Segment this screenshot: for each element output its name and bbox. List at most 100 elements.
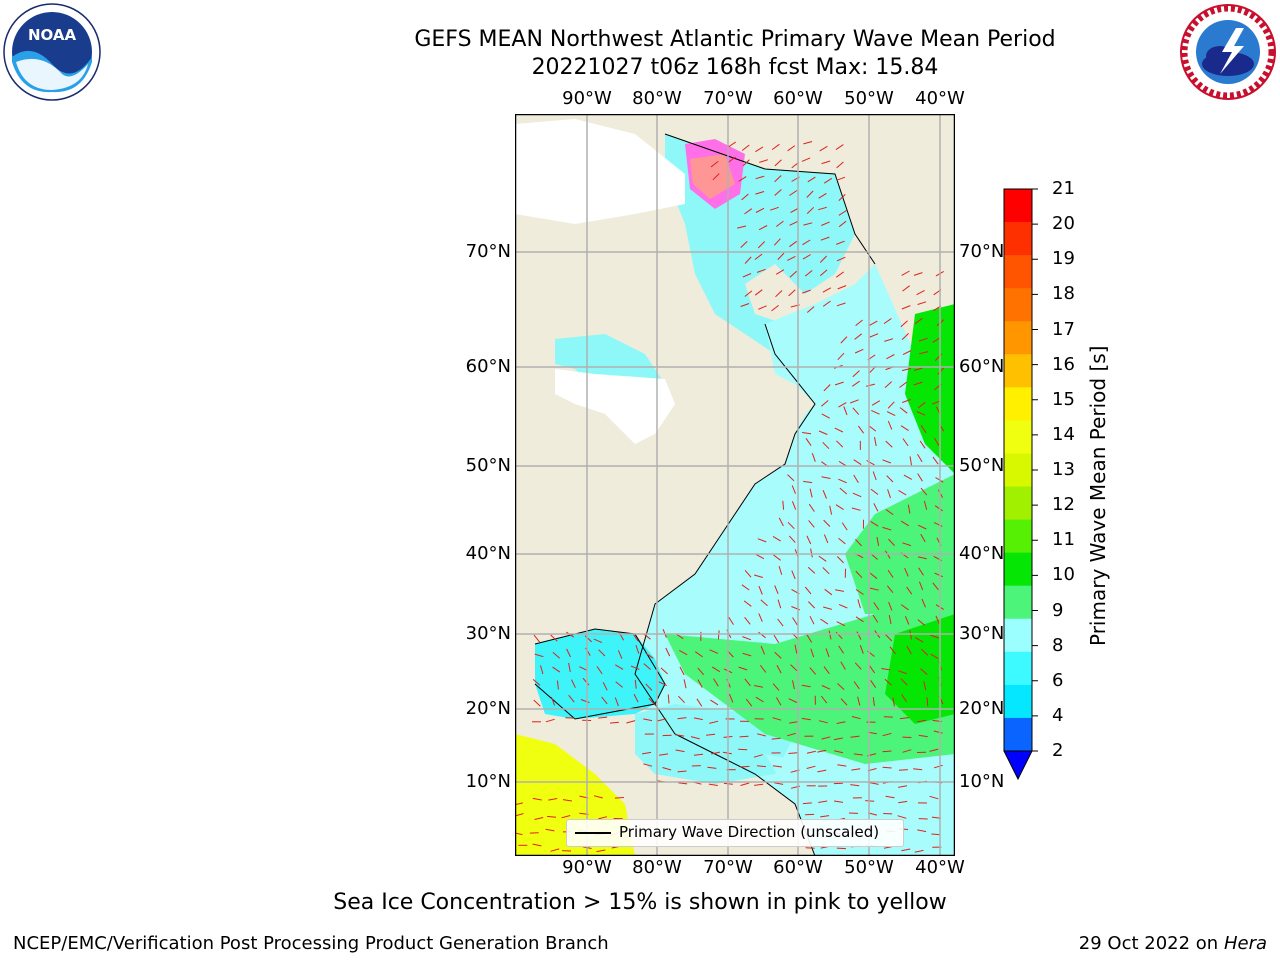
wave-arrow (745, 698, 753, 707)
wave-arrow (818, 800, 828, 803)
lon-label-bottom: 70°W (703, 857, 753, 878)
wave-arrow (836, 240, 845, 245)
wave-arrow (838, 603, 848, 609)
legend-line-swatch (575, 832, 611, 834)
wave-arrow (821, 685, 831, 690)
wave-arrow (515, 813, 524, 817)
wave-arrow (804, 586, 812, 595)
wave-arrow (885, 509, 894, 516)
colorbar-segment (1004, 651, 1032, 686)
wave-arrow (744, 208, 753, 215)
land-white-arctic (515, 119, 685, 224)
wave-arrow (834, 750, 844, 754)
wave-arrow (869, 333, 879, 338)
wave-arrow (837, 683, 845, 690)
lon-label-bottom: 40°W (915, 857, 965, 878)
wave-arrow (882, 732, 892, 737)
lat-label-right: 50°N (959, 455, 1005, 476)
wave-arrow (753, 754, 763, 758)
wave-arrow (532, 843, 542, 847)
wave-arrow (902, 399, 911, 403)
wave-arrow (773, 238, 781, 246)
wave-arrow (740, 765, 750, 768)
wave-arrow (778, 565, 783, 575)
colorbar-segment (1004, 420, 1032, 454)
wave-arrow (916, 411, 926, 416)
wave-arrow (709, 720, 719, 724)
wave-arrow (774, 159, 782, 167)
wave-arrow (900, 604, 909, 611)
wave-arrow (884, 381, 893, 388)
wave-arrow (920, 668, 928, 675)
wave-arrow (873, 503, 879, 512)
wave-arrow (805, 438, 812, 446)
wave-arrow (708, 783, 718, 786)
wave-arrow (566, 648, 571, 658)
wave-arrow (801, 157, 811, 162)
wave-arrow (855, 616, 864, 623)
wave-arrow (929, 795, 939, 800)
wave-arrow (889, 646, 896, 655)
wave-arrow (886, 354, 895, 360)
footer-left: NCEP/EMC/Verification Post Processing Pr… (13, 933, 609, 954)
wave-arrow (920, 648, 929, 656)
wave-arrow (907, 504, 911, 514)
wave-arrow (617, 650, 623, 659)
wave-arrow (902, 285, 911, 292)
wave-arrow (840, 336, 848, 344)
wave-arrow (935, 615, 940, 625)
wave-arrow (754, 574, 764, 578)
wave-arrow (679, 666, 685, 676)
wave-arrow (933, 522, 943, 527)
wave-arrow (937, 367, 945, 375)
wave-arrow (810, 548, 813, 558)
ice-north-core (690, 154, 735, 199)
wave-arrow (753, 685, 764, 688)
wave-arrow (897, 815, 907, 819)
wave-arrow (741, 144, 750, 151)
wave-arrow (919, 351, 929, 355)
wave-arrow (822, 441, 830, 450)
wave-arrow (803, 141, 813, 145)
lat-label-left: 20°N (465, 698, 511, 719)
wave-arrow (909, 630, 912, 640)
colorbar-segment (1004, 717, 1032, 752)
lon-label-top: 50°W (844, 88, 894, 109)
wave-arrow (758, 631, 766, 639)
wave-arrow (774, 782, 784, 785)
lon-label-top: 70°W (703, 88, 753, 109)
lat-label-left: 10°N (465, 771, 511, 792)
wave-arrow (806, 535, 812, 545)
wave-arrow (900, 320, 908, 328)
wave-arrow (665, 647, 671, 657)
colorbar-segment (1004, 189, 1032, 223)
wave-arrow (728, 616, 734, 625)
wave-arrow (802, 239, 811, 246)
wave-arrow (787, 255, 796, 261)
wave-arrow (738, 748, 748, 751)
wave-arrow (833, 737, 843, 741)
wave-arrow (821, 736, 831, 740)
wave-arrow (852, 492, 862, 498)
chart-title-line2: 20221027 t06z 168h fcst Max: 15.84 (531, 55, 939, 80)
wave-arrow (787, 521, 795, 530)
wave-arrow (741, 584, 750, 591)
wave-arrow (614, 697, 619, 707)
wave-arrow (788, 289, 796, 297)
wave-arrow (866, 460, 875, 466)
footer-date: 29 Oct 2022 on (1078, 933, 1219, 954)
wave-arrow (901, 305, 911, 310)
wave-arrow (788, 752, 798, 754)
wave-arrow (836, 621, 846, 627)
wave-arrow (758, 305, 767, 310)
wave-arrow (918, 337, 928, 342)
wave-arrow (930, 634, 940, 639)
wave-arrow (872, 614, 879, 623)
wave-arrow (902, 749, 912, 753)
wave-arrow (903, 474, 913, 480)
wave-arrow (821, 476, 831, 479)
lon-label-top: 80°W (632, 88, 682, 109)
wave-arrow (579, 666, 588, 672)
colorbar-segment (1004, 288, 1032, 322)
wave-arrow (902, 350, 912, 356)
